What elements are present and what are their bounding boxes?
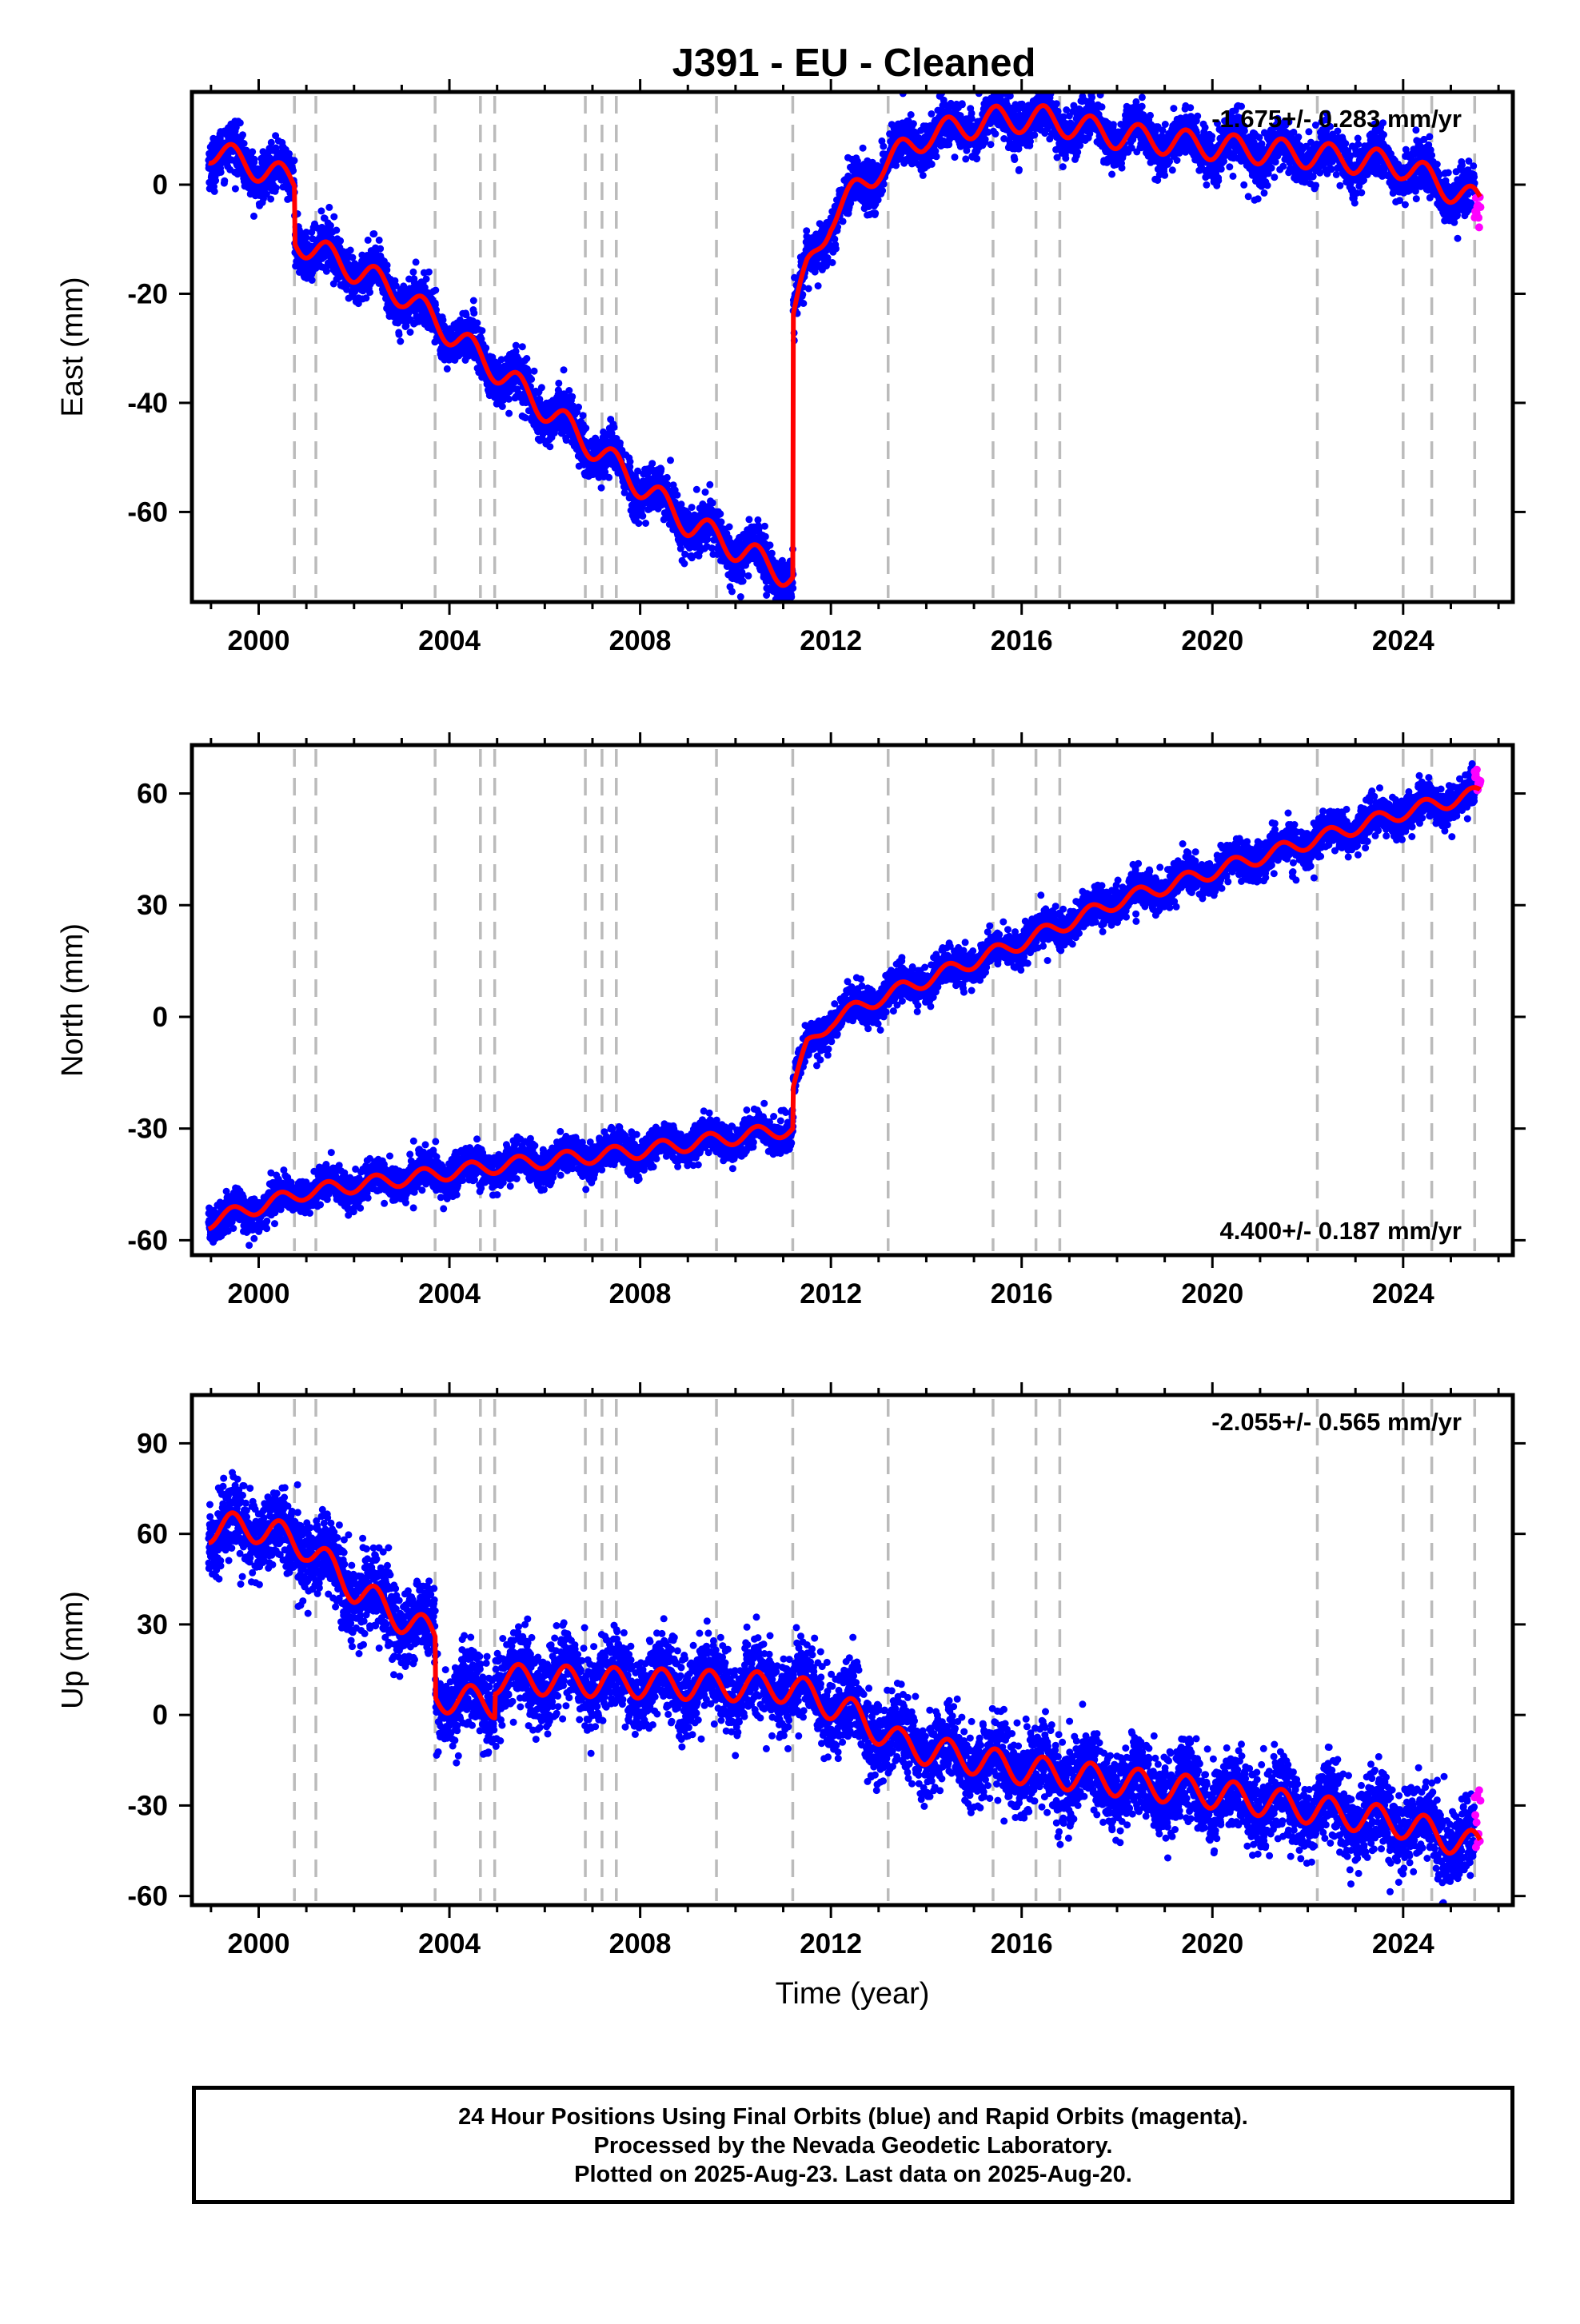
rapid-orbit-point [1476, 1796, 1485, 1805]
model-curve [206, 1510, 1482, 1856]
x-tick-label: 2024 [1372, 1278, 1434, 1309]
x-tick-label: 2008 [609, 1278, 672, 1309]
footer-line-2: Processed by the Nevada Geodetic Laborat… [593, 2133, 1113, 2159]
rapid-orbit-point [1476, 776, 1485, 785]
x-tick-label: 2012 [800, 1278, 862, 1309]
x-tick-label: 2004 [418, 1928, 481, 1959]
rapid-orbit-point [1474, 1786, 1483, 1795]
y-tick-label: -40 [127, 388, 168, 419]
x-tick-label: 2012 [800, 625, 862, 656]
x-tick-label: 2012 [800, 1928, 862, 1959]
plot-area [205, 92, 1485, 602]
x-tick-label: 2016 [991, 1928, 1053, 1959]
final-orbit-points [205, 92, 1478, 602]
final-orbit-points [205, 759, 1478, 1250]
plot-frame [190, 90, 1515, 604]
model-curve [206, 785, 1482, 1232]
model-curve [206, 103, 1482, 588]
panel-east: 2000 2004 2008 2012 2016 2020 2024 0 -20 -40 -60 Ea… [56, 79, 1526, 656]
plot-frame [190, 743, 1515, 1258]
y-tick-label: -20 [127, 278, 168, 309]
x-tick-label: 2016 [991, 1278, 1053, 1309]
y-tick-label: 0 [153, 1700, 168, 1731]
y-tick-label: 0 [153, 169, 168, 201]
x-tick-label: 2008 [609, 625, 672, 656]
rate-annotation: -1.675+/- 0.283 mm/yr [1211, 105, 1462, 133]
y-tick-label: 90 [137, 1428, 168, 1459]
plot-area [205, 1399, 1485, 1905]
rapid-orbit-point [1474, 223, 1483, 232]
rate-annotation: -2.055+/- 0.565 mm/yr [1211, 1408, 1462, 1436]
rapid-orbit-point [1472, 1818, 1481, 1827]
x-tick-label: 2020 [1181, 1278, 1243, 1309]
y-tick-label: 30 [137, 1609, 168, 1640]
rapid-orbit-point [1472, 765, 1481, 774]
y-axis-label: North (mm) [56, 923, 90, 1077]
y-tick-label: -30 [127, 1114, 168, 1145]
y-tick-label: 60 [137, 1519, 168, 1550]
x-tick-label: 2004 [418, 1278, 481, 1309]
panels: 2000 2004 2008 2012 2016 2020 2024 0 -20 -40 -60 Ea… [56, 79, 1526, 2011]
x-axis-label: Time (year) [776, 1977, 930, 2011]
x-tick-label: 2008 [609, 1928, 672, 1959]
y-axis-label: Up (mm) [56, 1591, 90, 1709]
figure-title: J391 - EU - Cleaned [672, 42, 1036, 85]
plot-area [205, 749, 1485, 1251]
x-tick-label: 2016 [991, 625, 1053, 656]
rate-annotation: 4.400+/- 0.187 mm/yr [1220, 1217, 1462, 1245]
x-tick-label: 2000 [228, 1278, 290, 1309]
y-tick-label: 30 [137, 890, 168, 921]
x-tick-label: 2004 [418, 625, 481, 656]
final-orbit-points [205, 1469, 1478, 1905]
rapid-orbit-point [1474, 213, 1483, 222]
y-tick-label: -60 [127, 1881, 168, 1912]
x-tick-label: 2020 [1181, 1928, 1243, 1959]
panel-north: 2000 2004 2008 2012 2016 2020 2024 60 30 0 -30 -60 N… [56, 732, 1526, 1309]
x-tick-label: 2020 [1181, 625, 1243, 656]
footer-caption-box: 24 Hour Positions Using Final Orbits (bl… [192, 2086, 1514, 2204]
x-tick-label: 2024 [1372, 625, 1434, 656]
y-tick-label: -60 [127, 1225, 168, 1256]
y-tick-label: 0 [153, 1002, 168, 1033]
y-tick-label: -60 [127, 496, 168, 528]
panel-up: 2000 2004 2008 2012 2016 2020 2024 90 60 30 0 -30 -6… [56, 1382, 1526, 2011]
x-tick-label: 2000 [228, 1928, 290, 1959]
y-axis-label: East (mm) [56, 277, 90, 417]
footer-line-3: Plotted on 2025-Aug-23. Last data on 202… [574, 2162, 1132, 2187]
y-tick-label: -30 [127, 1790, 168, 1821]
y-tick-label: 60 [137, 779, 168, 810]
rapid-orbit-point [1471, 1811, 1480, 1820]
plot-frame [190, 1393, 1515, 1907]
footer-line-1: 24 Hour Positions Using Final Orbits (bl… [458, 2104, 1248, 2130]
x-tick-label: 2024 [1372, 1928, 1434, 1959]
x-tick-label: 2000 [228, 625, 290, 656]
rapid-orbit-point [1476, 203, 1485, 212]
